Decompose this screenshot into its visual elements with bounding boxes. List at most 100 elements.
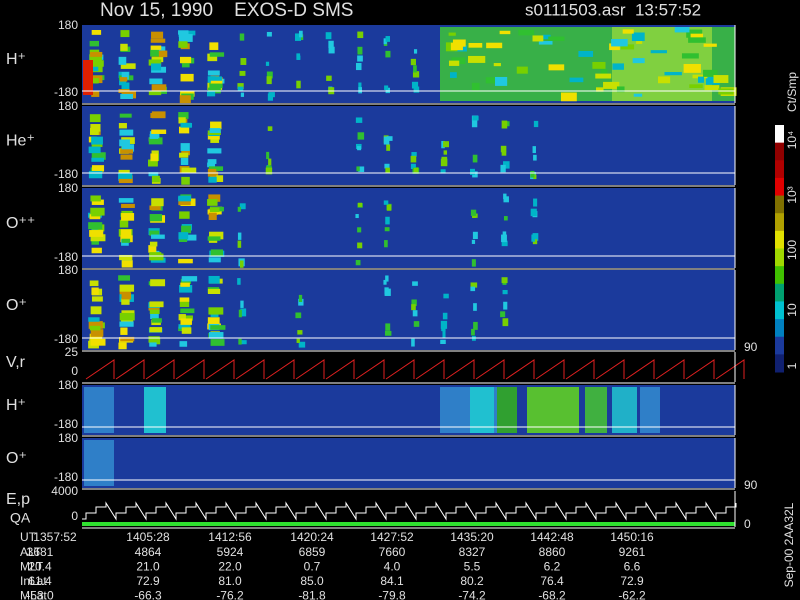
spectrogram-cell: [533, 198, 538, 207]
spectrogram-cell: [180, 278, 192, 284]
spectrogram-band: [84, 387, 114, 433]
spectrogram-cell: [91, 287, 99, 295]
spectrogram-cell: [611, 39, 628, 47]
spectrogram-cell: [118, 175, 133, 184]
spectrogram-band: [144, 387, 166, 433]
spectrogram-cell: [473, 321, 478, 330]
spectrogram-cell: [120, 43, 128, 51]
spectrogram-cell: [237, 86, 244, 92]
spectrogram-cell: [180, 308, 195, 314]
spectrogram-cell: [502, 318, 509, 327]
y-tick-label: -180: [54, 250, 78, 264]
spectrogram-cell: [449, 72, 457, 78]
colorbar-unit: Ct/Smp: [785, 72, 799, 112]
spectrogram-cell: [150, 45, 162, 50]
spectrogram-cell: [240, 58, 247, 65]
spectrogram-cell: [148, 59, 162, 66]
spectrogram-cell: [298, 294, 303, 303]
spectrogram-cell: [471, 119, 478, 128]
spectrogram-cell: [470, 168, 475, 175]
spectrogram-cell: [208, 257, 221, 263]
spectrogram-cell: [149, 327, 163, 333]
cell: 1435:20: [450, 530, 494, 544]
spectrogram-cell: [179, 341, 188, 347]
spectrogram-cell: [703, 43, 717, 47]
spectrogram-cell: [295, 33, 302, 41]
spectrogram-cell: [148, 172, 159, 177]
spectrogram-cell: [325, 32, 332, 40]
spectrogram-cell: [578, 50, 594, 57]
spectrogram-cell: [151, 318, 162, 323]
spectrogram-cell: [503, 193, 507, 200]
spectrogram-cell: [151, 50, 168, 58]
spectrogram-cell: [208, 275, 220, 284]
spectrogram-cell: [91, 78, 100, 84]
colorbar-cell: [775, 160, 784, 179]
spectrogram-cell: [266, 71, 273, 79]
spectrogram-cell: [90, 329, 104, 337]
spectrogram-cell: [657, 76, 671, 84]
spectrogram-cell: [207, 199, 218, 206]
cell: 4.0: [384, 559, 401, 573]
spectrogram-cell: [516, 66, 528, 74]
spectrogram-cell: [448, 32, 456, 36]
spectrogram-cell: [612, 63, 624, 70]
spectrogram-cell: [149, 337, 161, 345]
spectrogram-cell: [538, 41, 553, 45]
spectrogram-cell: [178, 34, 193, 42]
spectrogram-cell: [503, 196, 509, 203]
spectrogram-cell: [357, 146, 362, 151]
spectrogram-cell: [297, 330, 303, 335]
spectrogram-cell: [240, 308, 247, 317]
cell: 76.4: [540, 574, 564, 588]
spectrogram-cell: [180, 143, 190, 152]
spectrogram-cell: [118, 56, 127, 65]
colorbar-tick-label: 10⁴: [785, 131, 799, 150]
spectrogram-cell: [120, 93, 133, 100]
spectrogram-cell: [267, 93, 274, 101]
spectrogram-cell: [121, 213, 135, 221]
spectrogram-cell: [207, 159, 217, 164]
spectrogram-cell: [355, 260, 361, 266]
spectrogram-cell: [83, 60, 93, 95]
spectrogram-cell: [179, 285, 193, 293]
spectrogram-cell: [240, 340, 247, 345]
spectrogram-cell: [501, 277, 508, 284]
row-label: MLT: [20, 559, 44, 573]
spectrogram-cell: [413, 49, 418, 54]
spectrogram-cell: [180, 73, 194, 82]
spectrogram-cell: [411, 81, 419, 89]
spectrogram-cell: [472, 231, 478, 240]
spectrogram-cell: [298, 298, 304, 306]
spectrogram-cell: [238, 338, 242, 345]
spectrogram-cell: [89, 333, 103, 341]
spectrogram-cell: [209, 83, 223, 89]
spectrogram-cell: [237, 206, 241, 212]
spectrogram-cell: [91, 247, 102, 254]
spectrogram-cell: [472, 115, 479, 121]
spectrogram-cell: [207, 70, 220, 76]
spectrogram-cell: [91, 240, 99, 245]
spectrogram-cell: [386, 136, 393, 141]
cell: -62.2: [618, 589, 646, 600]
spectrogram-cell: [690, 33, 704, 40]
spectrogram-cell: [532, 146, 536, 154]
spectrogram-cell: [268, 158, 272, 166]
colorbar-cell: [775, 283, 784, 302]
spectrogram-cell: [384, 330, 392, 336]
cell: 6859: [299, 545, 326, 559]
spectrogram-cell: [151, 31, 164, 39]
spectrogram-cell: [616, 86, 625, 93]
spectrogram-cell: [355, 117, 363, 123]
spectrogram-cell: [689, 84, 703, 88]
spectrogram-cell: [178, 198, 191, 206]
y-tick-label: 4000: [51, 484, 78, 498]
spectrogram-cell: [151, 175, 160, 183]
spectrogram-cell: [503, 161, 510, 169]
colorbar-cell: [775, 142, 784, 161]
spectrogram-cell: [468, 55, 486, 63]
cell: -81.8: [298, 589, 326, 600]
spectrogram-cell: [237, 232, 242, 240]
spectrogram-cell: [180, 282, 190, 287]
spectrogram-cell: [180, 122, 192, 128]
